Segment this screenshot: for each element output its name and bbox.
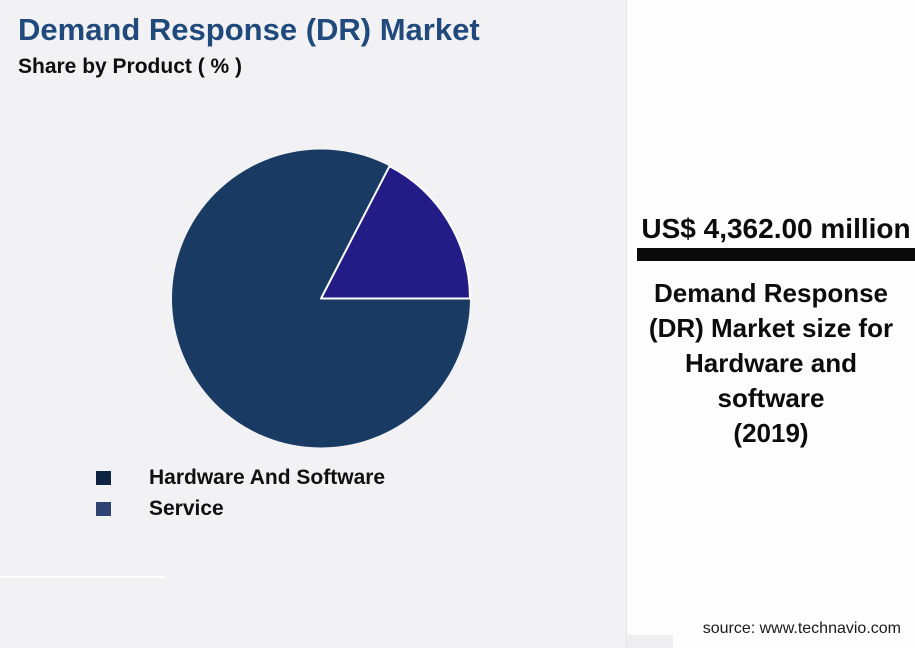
legend-item-hardware-software: Hardware And Software [96, 462, 385, 493]
right-panel: US$ 4,362.00 million Demand Response (DR… [627, 0, 915, 648]
page-title: Demand Response (DR) Market [18, 12, 480, 47]
chart-header: Demand Response (DR) Market Share by Pro… [18, 12, 480, 79]
legend-marker-hardware-software [96, 470, 111, 485]
page-subtitle: Share by Product ( % ) [18, 55, 243, 78]
divider-line-bottom-left [0, 576, 165, 578]
legend-item-service: Service [96, 493, 385, 524]
source-text: source: www.technavio.com [702, 620, 901, 637]
divider-bar [637, 248, 915, 261]
legend-label-hardware-software: Hardware And Software [149, 465, 386, 489]
panel-bottom-notch [627, 635, 673, 648]
market-size-description: Demand Response (DR) Market size for Har… [648, 278, 894, 448]
pie-slice-service [320, 165, 471, 300]
market-size-value: US$ 4,362.00 million [641, 213, 911, 244]
legend-label-service: Service [149, 496, 224, 520]
legend-marker-service [96, 501, 111, 516]
legend: Hardware And Software Service [96, 462, 385, 524]
